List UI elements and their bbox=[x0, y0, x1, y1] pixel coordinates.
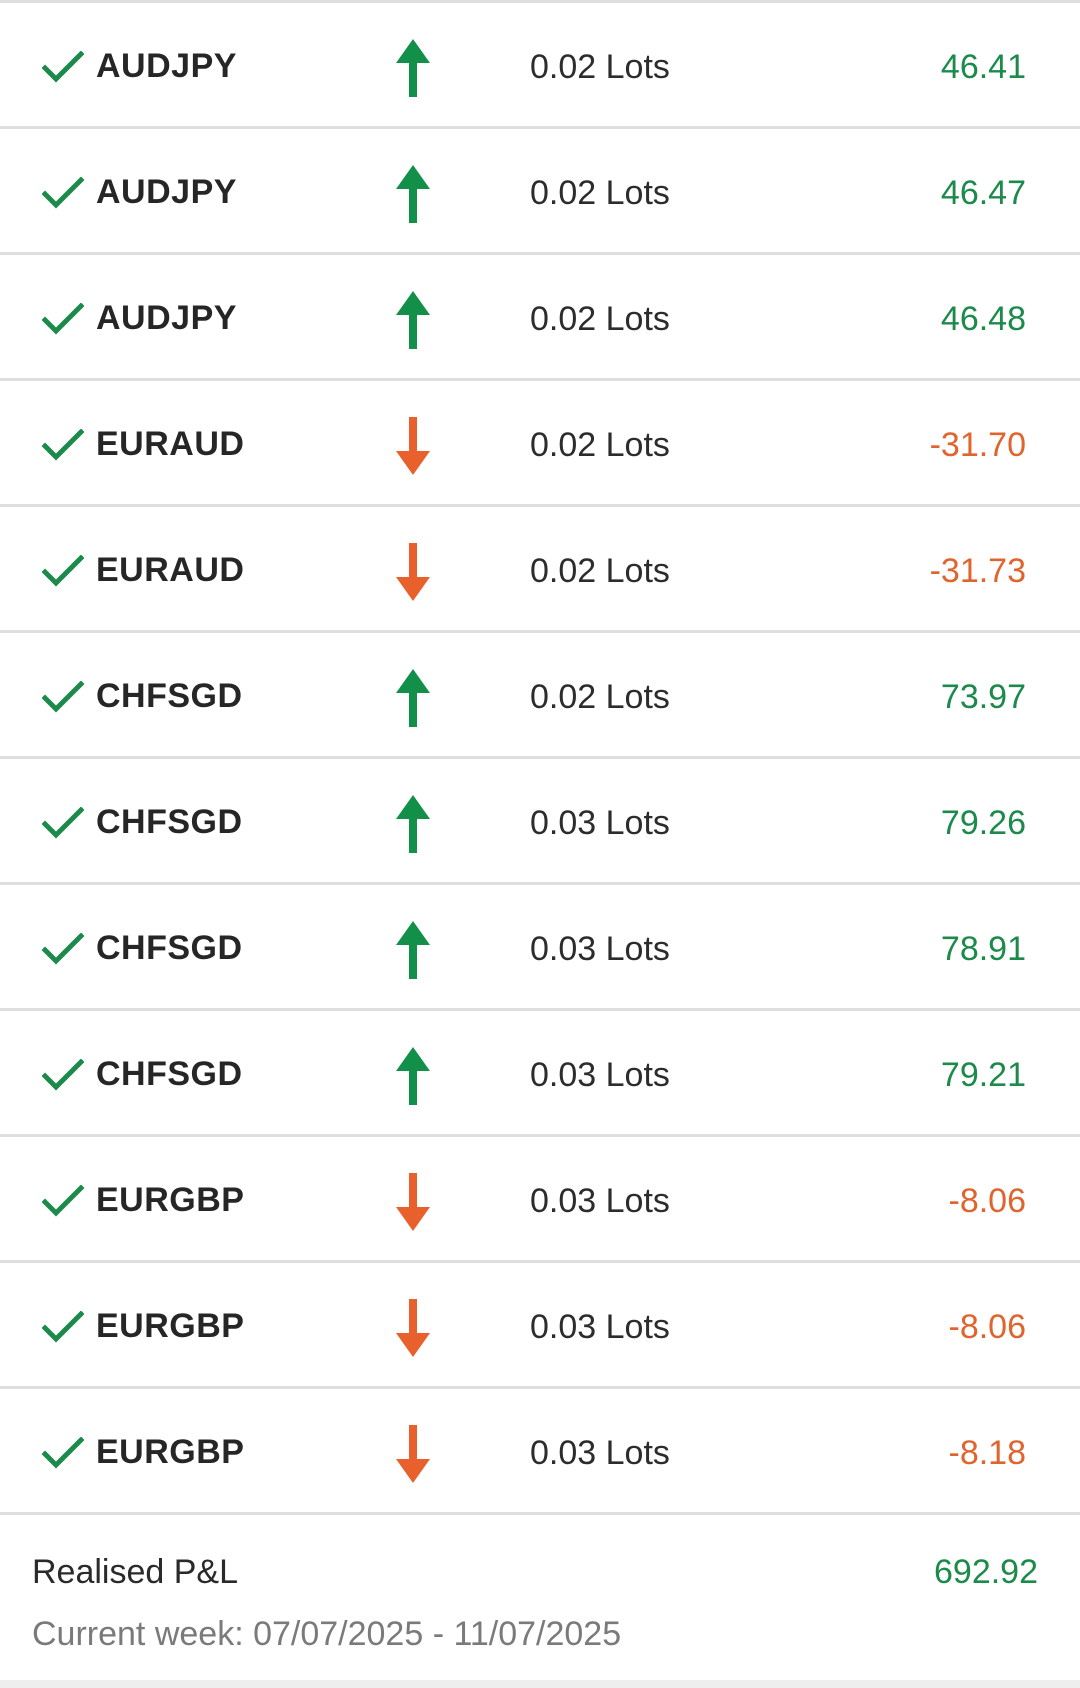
trade-lots: 0.02 Lots bbox=[530, 300, 670, 338]
trade-pnl: 73.97 bbox=[940, 678, 1026, 716]
trade-symbol: EURGBP bbox=[96, 1307, 245, 1345]
trade-row[interactable]: AUDJPY 0.02 Lots 46.47 bbox=[0, 129, 1080, 255]
check-icon bbox=[41, 50, 85, 83]
trade-pnl: 46.41 bbox=[940, 48, 1026, 86]
trade-lots: 0.03 Lots bbox=[530, 804, 670, 842]
arrow-down-icon bbox=[396, 417, 430, 475]
trade-pnl: 79.26 bbox=[940, 804, 1026, 842]
trade-pnl: 46.48 bbox=[940, 300, 1026, 338]
arrow-up-icon bbox=[396, 39, 430, 97]
trade-row[interactable]: CHFSGD 0.03 Lots 79.26 bbox=[0, 759, 1080, 885]
trade-pnl: 78.91 bbox=[940, 930, 1026, 968]
trade-pnl: -8.18 bbox=[948, 1434, 1027, 1472]
trade-symbol: AUDJPY bbox=[96, 173, 237, 211]
check-icon bbox=[41, 806, 85, 839]
check-icon bbox=[41, 302, 85, 335]
arrow-up-icon bbox=[396, 1047, 430, 1105]
trade-symbol: EURAUD bbox=[96, 425, 245, 463]
arrow-up-icon bbox=[396, 165, 430, 223]
trade-pnl: -8.06 bbox=[948, 1308, 1027, 1346]
trade-row[interactable]: AUDJPY 0.02 Lots 46.48 bbox=[0, 255, 1080, 381]
trade-lots: 0.02 Lots bbox=[530, 678, 670, 716]
trade-symbol: CHFSGD bbox=[96, 929, 243, 967]
check-icon bbox=[41, 1184, 85, 1217]
arrow-down-icon bbox=[396, 1299, 430, 1357]
realised-pnl-value: 692.92 bbox=[934, 1553, 1038, 1591]
arrow-up-icon bbox=[396, 669, 430, 727]
trade-symbol: CHFSGD bbox=[96, 1055, 243, 1093]
trade-row[interactable]: EURGBP 0.03 Lots -8.06 bbox=[0, 1137, 1080, 1263]
realised-pnl-label: Realised P&L bbox=[32, 1553, 239, 1591]
arrow-down-icon bbox=[396, 1425, 430, 1483]
check-icon bbox=[41, 932, 85, 965]
check-icon bbox=[41, 176, 85, 209]
trade-lots: 0.02 Lots bbox=[530, 48, 670, 86]
trade-lots: 0.02 Lots bbox=[530, 426, 670, 464]
trade-symbol: CHFSGD bbox=[96, 803, 243, 841]
arrow-up-icon bbox=[396, 291, 430, 349]
arrow-up-icon bbox=[396, 795, 430, 853]
trade-row[interactable]: EURGBP 0.03 Lots -8.18 bbox=[0, 1389, 1080, 1515]
trade-lots: 0.02 Lots bbox=[530, 174, 670, 212]
trade-symbol: AUDJPY bbox=[96, 299, 237, 337]
trade-row[interactable]: AUDJPY 0.02 Lots 46.41 bbox=[0, 3, 1080, 129]
trade-symbol: AUDJPY bbox=[96, 47, 237, 85]
trade-row[interactable]: EURAUD 0.02 Lots -31.70 bbox=[0, 381, 1080, 507]
check-icon bbox=[41, 428, 85, 461]
trade-list: AUDJPY 0.02 Lots 46.41 AUDJPY 0.02 Lots 46.47… bbox=[0, 3, 1080, 1515]
trade-symbol: EURGBP bbox=[96, 1181, 245, 1219]
trade-lots: 0.03 Lots bbox=[530, 1434, 670, 1472]
trade-row[interactable]: CHFSGD 0.03 Lots 79.21 bbox=[0, 1011, 1080, 1137]
check-icon bbox=[41, 680, 85, 713]
trade-row[interactable]: EURGBP 0.03 Lots -8.06 bbox=[0, 1263, 1080, 1389]
trade-row[interactable]: CHFSGD 0.03 Lots 78.91 bbox=[0, 885, 1080, 1011]
arrow-down-icon bbox=[396, 543, 430, 601]
trade-lots: 0.03 Lots bbox=[530, 1182, 670, 1220]
trade-row[interactable]: EURAUD 0.02 Lots -31.73 bbox=[0, 507, 1080, 633]
week-range-label: Current week: 07/07/2025 - 11/07/2025 bbox=[32, 1615, 622, 1653]
check-icon bbox=[41, 1436, 85, 1469]
check-icon bbox=[41, 1058, 85, 1091]
trade-lots: 0.02 Lots bbox=[530, 552, 670, 590]
trade-lots: 0.03 Lots bbox=[530, 930, 670, 968]
trade-symbol: EURGBP bbox=[96, 1433, 245, 1471]
trade-lots: 0.03 Lots bbox=[530, 1308, 670, 1346]
trade-pnl: -8.06 bbox=[948, 1182, 1027, 1220]
trade-symbol: CHFSGD bbox=[96, 677, 243, 715]
arrow-up-icon bbox=[396, 921, 430, 979]
arrow-down-icon bbox=[396, 1173, 430, 1231]
trade-symbol: EURAUD bbox=[96, 551, 245, 589]
trade-row[interactable]: CHFSGD 0.02 Lots 73.97 bbox=[0, 633, 1080, 759]
trade-pnl: 79.21 bbox=[940, 1056, 1026, 1094]
realised-pnl-summary: Realised P&L 692.92 Current week: 07/07/… bbox=[0, 1515, 1080, 1685]
bottom-divider bbox=[0, 1680, 1080, 1688]
trade-pnl: 46.47 bbox=[940, 174, 1026, 212]
trade-pnl: -31.73 bbox=[929, 552, 1026, 590]
check-icon bbox=[41, 1310, 85, 1343]
trade-pnl: -31.70 bbox=[929, 426, 1026, 464]
trade-lots: 0.03 Lots bbox=[530, 1056, 670, 1094]
check-icon bbox=[41, 554, 85, 587]
